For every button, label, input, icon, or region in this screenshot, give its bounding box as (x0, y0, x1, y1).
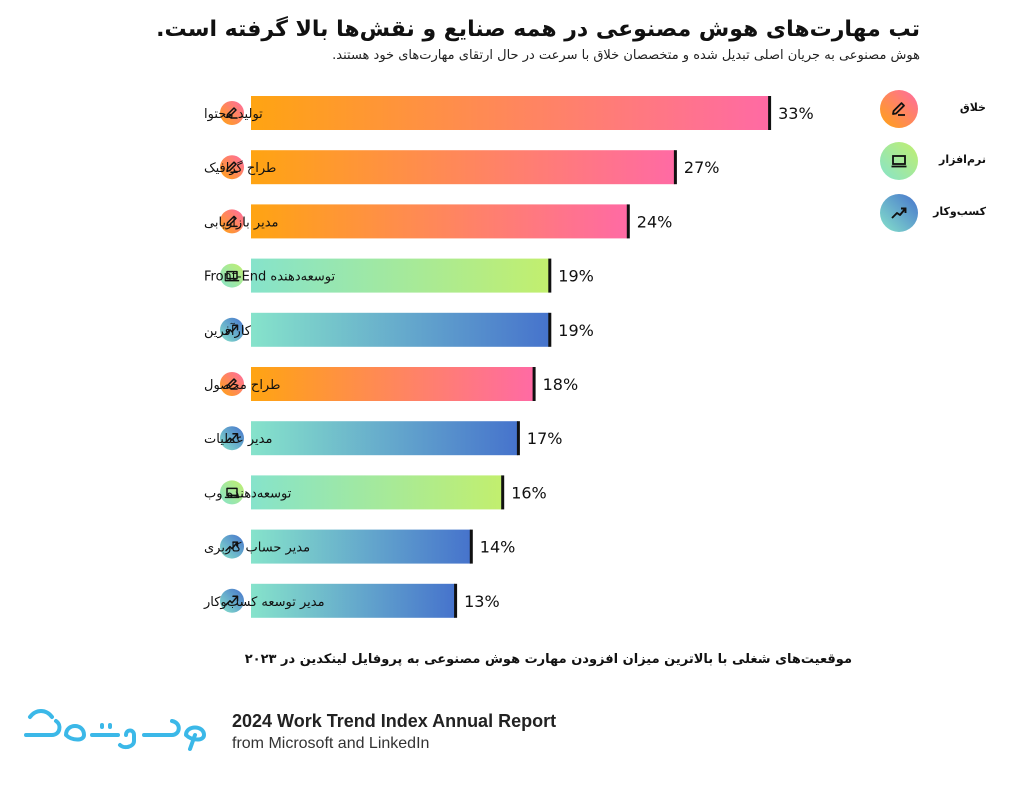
category-label: مدیر بازاریابی (204, 215, 279, 230)
legend-item-creative: خلاق (876, 90, 996, 130)
pencil-icon (220, 101, 244, 125)
category-label: توسعه‌دهنده وب (204, 486, 292, 501)
bar-end-marker (626, 204, 630, 239)
brand-logo (24, 709, 206, 751)
category-label: مدیر حساب کاربری (204, 541, 310, 556)
laptop-icon (220, 480, 244, 505)
data-label: 13% (464, 592, 500, 611)
bar-end-marker (768, 96, 772, 130)
bar-end-marker (454, 583, 458, 618)
data-label: 16% (511, 483, 547, 502)
category-label: طراح گرافیک (204, 160, 276, 176)
bar (251, 312, 550, 347)
bar (251, 204, 628, 239)
trend-up-icon (220, 317, 244, 342)
bar (251, 367, 534, 401)
bar (251, 150, 675, 185)
report-credit: 2024 Work Trend Index Annual Report from… (232, 711, 556, 753)
pencil-icon (220, 209, 244, 234)
data-label: 18% (543, 375, 579, 394)
category-label: مدیر توسعه کسب‌وکار (203, 595, 325, 610)
data-label: 19% (558, 267, 594, 286)
data-label: 27% (684, 158, 720, 177)
category-label: مدیر عملیات (204, 432, 272, 447)
category-label: تولید محتوا (204, 107, 263, 122)
page-subtitle: هوش مصنوعی به جریان اصلی تبدیل شده و متخ… (332, 47, 920, 63)
trend-up-icon (220, 588, 244, 613)
bar (251, 96, 770, 130)
legend-item-software: نرم‌افزار (876, 142, 996, 182)
bar-end-marker (469, 529, 473, 564)
bar (251, 583, 456, 618)
laptop-icon (220, 263, 244, 288)
trend-up-icon (880, 194, 918, 232)
data-label: 14% (480, 538, 516, 557)
report-subtitle: from Microsoft and LinkedIn (232, 735, 430, 752)
bar (251, 529, 471, 564)
report-title: 2024 Work Trend Index Annual Report (232, 711, 557, 731)
data-label: 24% (637, 212, 673, 231)
bar-end-marker (548, 312, 552, 347)
legend-item-business: کسب‌وکار (876, 194, 996, 234)
bar (251, 258, 550, 293)
data-label: 33% (778, 104, 814, 123)
bar-end-marker (548, 258, 552, 293)
pencil-icon (880, 90, 918, 128)
legend-label-business: کسب‌وکار (933, 205, 986, 218)
bar (251, 421, 518, 456)
header: تب مهارت‌های هوش مصنوعی در همه صنایع و ن… (100, 14, 920, 63)
bar-end-marker (673, 150, 677, 185)
bar-end-marker (532, 367, 536, 401)
page-title: تب مهارت‌های هوش مصنوعی در همه صنایع و ن… (156, 17, 920, 42)
pencil-icon (220, 372, 244, 396)
legend-label-creative: خلاق (959, 101, 986, 114)
legend-label-software: نرم‌افزار (939, 153, 986, 166)
category-label: طراح محصول (204, 378, 280, 393)
chart-caption: موقعیت‌های شغلی با بالاترین میزان افزودن… (244, 652, 852, 667)
pencil-icon (220, 155, 244, 180)
bar (251, 475, 503, 510)
category-label: کارآفرین (204, 322, 252, 339)
data-label: 19% (558, 321, 594, 340)
bar-end-marker (501, 475, 505, 510)
trend-up-icon (220, 426, 244, 451)
data-label: 17% (527, 429, 563, 448)
laptop-icon (880, 142, 918, 180)
trend-up-icon (220, 534, 244, 559)
category-label: توسعه‌دهنده Front-End (204, 270, 335, 285)
bar-end-marker (516, 421, 520, 456)
